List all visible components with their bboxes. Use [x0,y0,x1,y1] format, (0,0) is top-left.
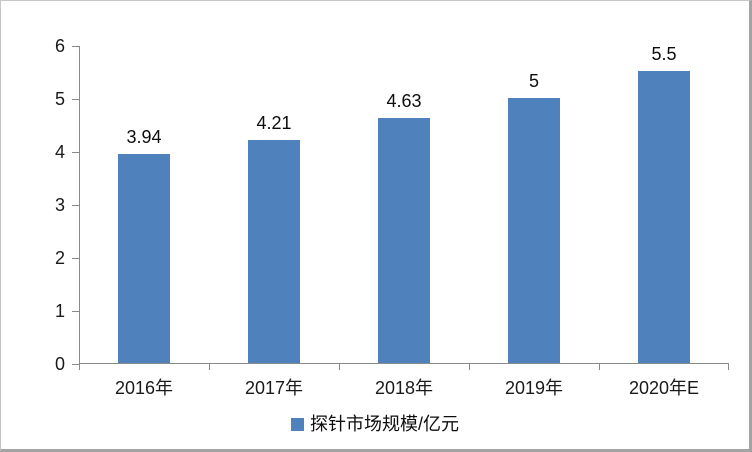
y-tick [72,151,79,153]
bar-value-label: 4.63 [386,91,422,111]
y-tick-label: 0 [54,354,65,374]
legend-label: 探针市场规模/亿元 [309,414,459,434]
legend-marker-icon [290,417,304,431]
y-tick [72,310,79,312]
x-category-label: 2019年 [504,378,564,398]
y-axis [79,46,80,364]
bar-2019年 [508,98,560,363]
plot-area [72,45,729,370]
legend: 探针市场规模/亿元 [1,413,749,435]
bar-value-label: 4.21 [256,113,292,133]
y-tick [72,45,79,47]
y-tick [72,98,79,100]
bar-2018年 [378,118,430,363]
x-tick [469,364,470,370]
bar-2016年 [118,154,170,363]
x-category-label: 2018年 [374,378,434,398]
y-tick-label: 2 [54,248,65,268]
x-tick [339,364,340,370]
y-tick [72,363,79,365]
bar-value-label: 5 [528,71,539,91]
x-axis [79,363,729,364]
y-tick [72,204,79,206]
y-tick [72,257,79,259]
x-tick [209,364,210,370]
bar-2017年 [248,140,300,363]
x-category-label: 2016年 [114,378,174,398]
bar-value-label: 5.5 [651,44,677,64]
y-tick-label: 4 [54,142,65,162]
x-tick [728,364,729,370]
y-tick-label: 6 [54,36,65,56]
y-tick-label: 3 [54,195,65,215]
y-tick-label: 1 [54,301,65,321]
bar-2020年E [638,71,690,363]
x-category-label: 2017年 [244,378,304,398]
x-tick [599,364,600,370]
x-category-label: 2020年E [628,378,700,398]
bar-value-label: 3.94 [126,127,162,147]
y-tick-label: 5 [54,89,65,109]
x-tick [79,364,80,370]
